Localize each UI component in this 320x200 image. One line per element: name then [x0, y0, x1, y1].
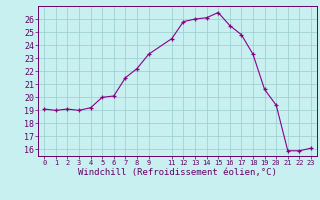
X-axis label: Windchill (Refroidissement éolien,°C): Windchill (Refroidissement éolien,°C)	[78, 168, 277, 177]
